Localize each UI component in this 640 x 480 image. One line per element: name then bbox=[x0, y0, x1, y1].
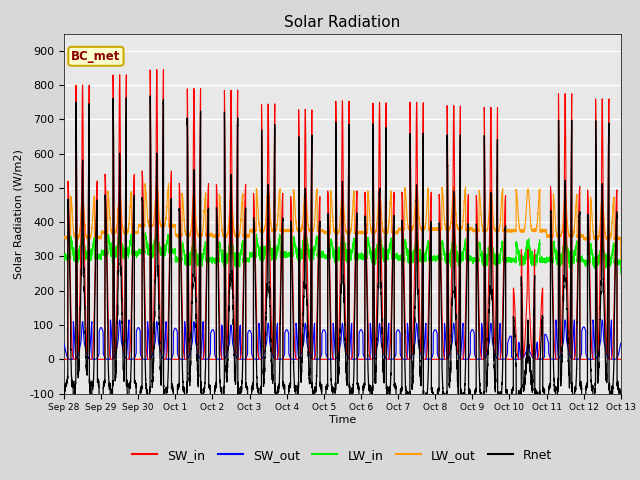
Line: LW_out: LW_out bbox=[64, 183, 621, 260]
LW_out bbox=[164, 180, 172, 186]
Rnet bbox=[144, 432, 152, 437]
LW_out bbox=[60, 235, 68, 240]
SW_in bbox=[587, 312, 595, 318]
SW_in bbox=[594, 340, 602, 346]
LW_in bbox=[594, 256, 602, 262]
Line: SW_in: SW_in bbox=[64, 70, 621, 360]
Rnet bbox=[483, 383, 491, 389]
LW_in bbox=[617, 271, 625, 276]
SW_out bbox=[587, 357, 595, 362]
Rnet bbox=[324, 384, 332, 390]
Rnet bbox=[467, 412, 475, 418]
SW_out bbox=[483, 351, 491, 357]
SW_in bbox=[324, 357, 332, 362]
SW_in bbox=[153, 67, 161, 72]
Rnet bbox=[587, 361, 595, 367]
SW_out bbox=[324, 355, 332, 361]
Line: LW_in: LW_in bbox=[64, 227, 621, 274]
LW_out bbox=[467, 227, 475, 232]
LW_in bbox=[250, 252, 257, 257]
SW_out bbox=[60, 341, 68, 347]
LW_in bbox=[324, 254, 332, 260]
LW_out bbox=[483, 227, 491, 233]
Rnet bbox=[250, 383, 257, 388]
Rnet bbox=[594, 369, 602, 375]
SW_in bbox=[60, 357, 68, 362]
SW_out bbox=[89, 357, 97, 362]
LW_in bbox=[483, 256, 491, 262]
Y-axis label: Solar Radiation (W/m2): Solar Radiation (W/m2) bbox=[13, 149, 24, 278]
LW_in bbox=[60, 255, 68, 261]
SW_in bbox=[250, 357, 257, 362]
SW_out bbox=[467, 328, 475, 334]
SW_out bbox=[594, 353, 602, 359]
LW_out bbox=[250, 227, 257, 233]
SW_out bbox=[617, 340, 625, 346]
LW_in bbox=[116, 224, 124, 229]
LW_out bbox=[594, 234, 602, 240]
LW_in bbox=[587, 243, 595, 249]
SW_in bbox=[483, 346, 491, 351]
Line: Rnet: Rnet bbox=[64, 96, 621, 434]
Rnet bbox=[617, 386, 625, 392]
X-axis label: Time: Time bbox=[329, 415, 356, 425]
SW_out bbox=[598, 317, 606, 323]
Title: Solar Radiation: Solar Radiation bbox=[284, 15, 401, 30]
SW_in bbox=[617, 357, 625, 362]
Rnet bbox=[60, 392, 68, 398]
Rnet bbox=[147, 93, 154, 99]
SW_in bbox=[467, 357, 475, 362]
LW_out bbox=[324, 229, 332, 235]
LW_out bbox=[617, 257, 625, 263]
Line: SW_out: SW_out bbox=[64, 320, 621, 360]
LW_out bbox=[587, 195, 595, 201]
LW_in bbox=[467, 256, 475, 262]
SW_out bbox=[250, 355, 257, 361]
Legend: SW_in, SW_out, LW_in, LW_out, Rnet: SW_in, SW_out, LW_in, LW_out, Rnet bbox=[127, 444, 557, 467]
Text: BC_met: BC_met bbox=[71, 50, 120, 63]
